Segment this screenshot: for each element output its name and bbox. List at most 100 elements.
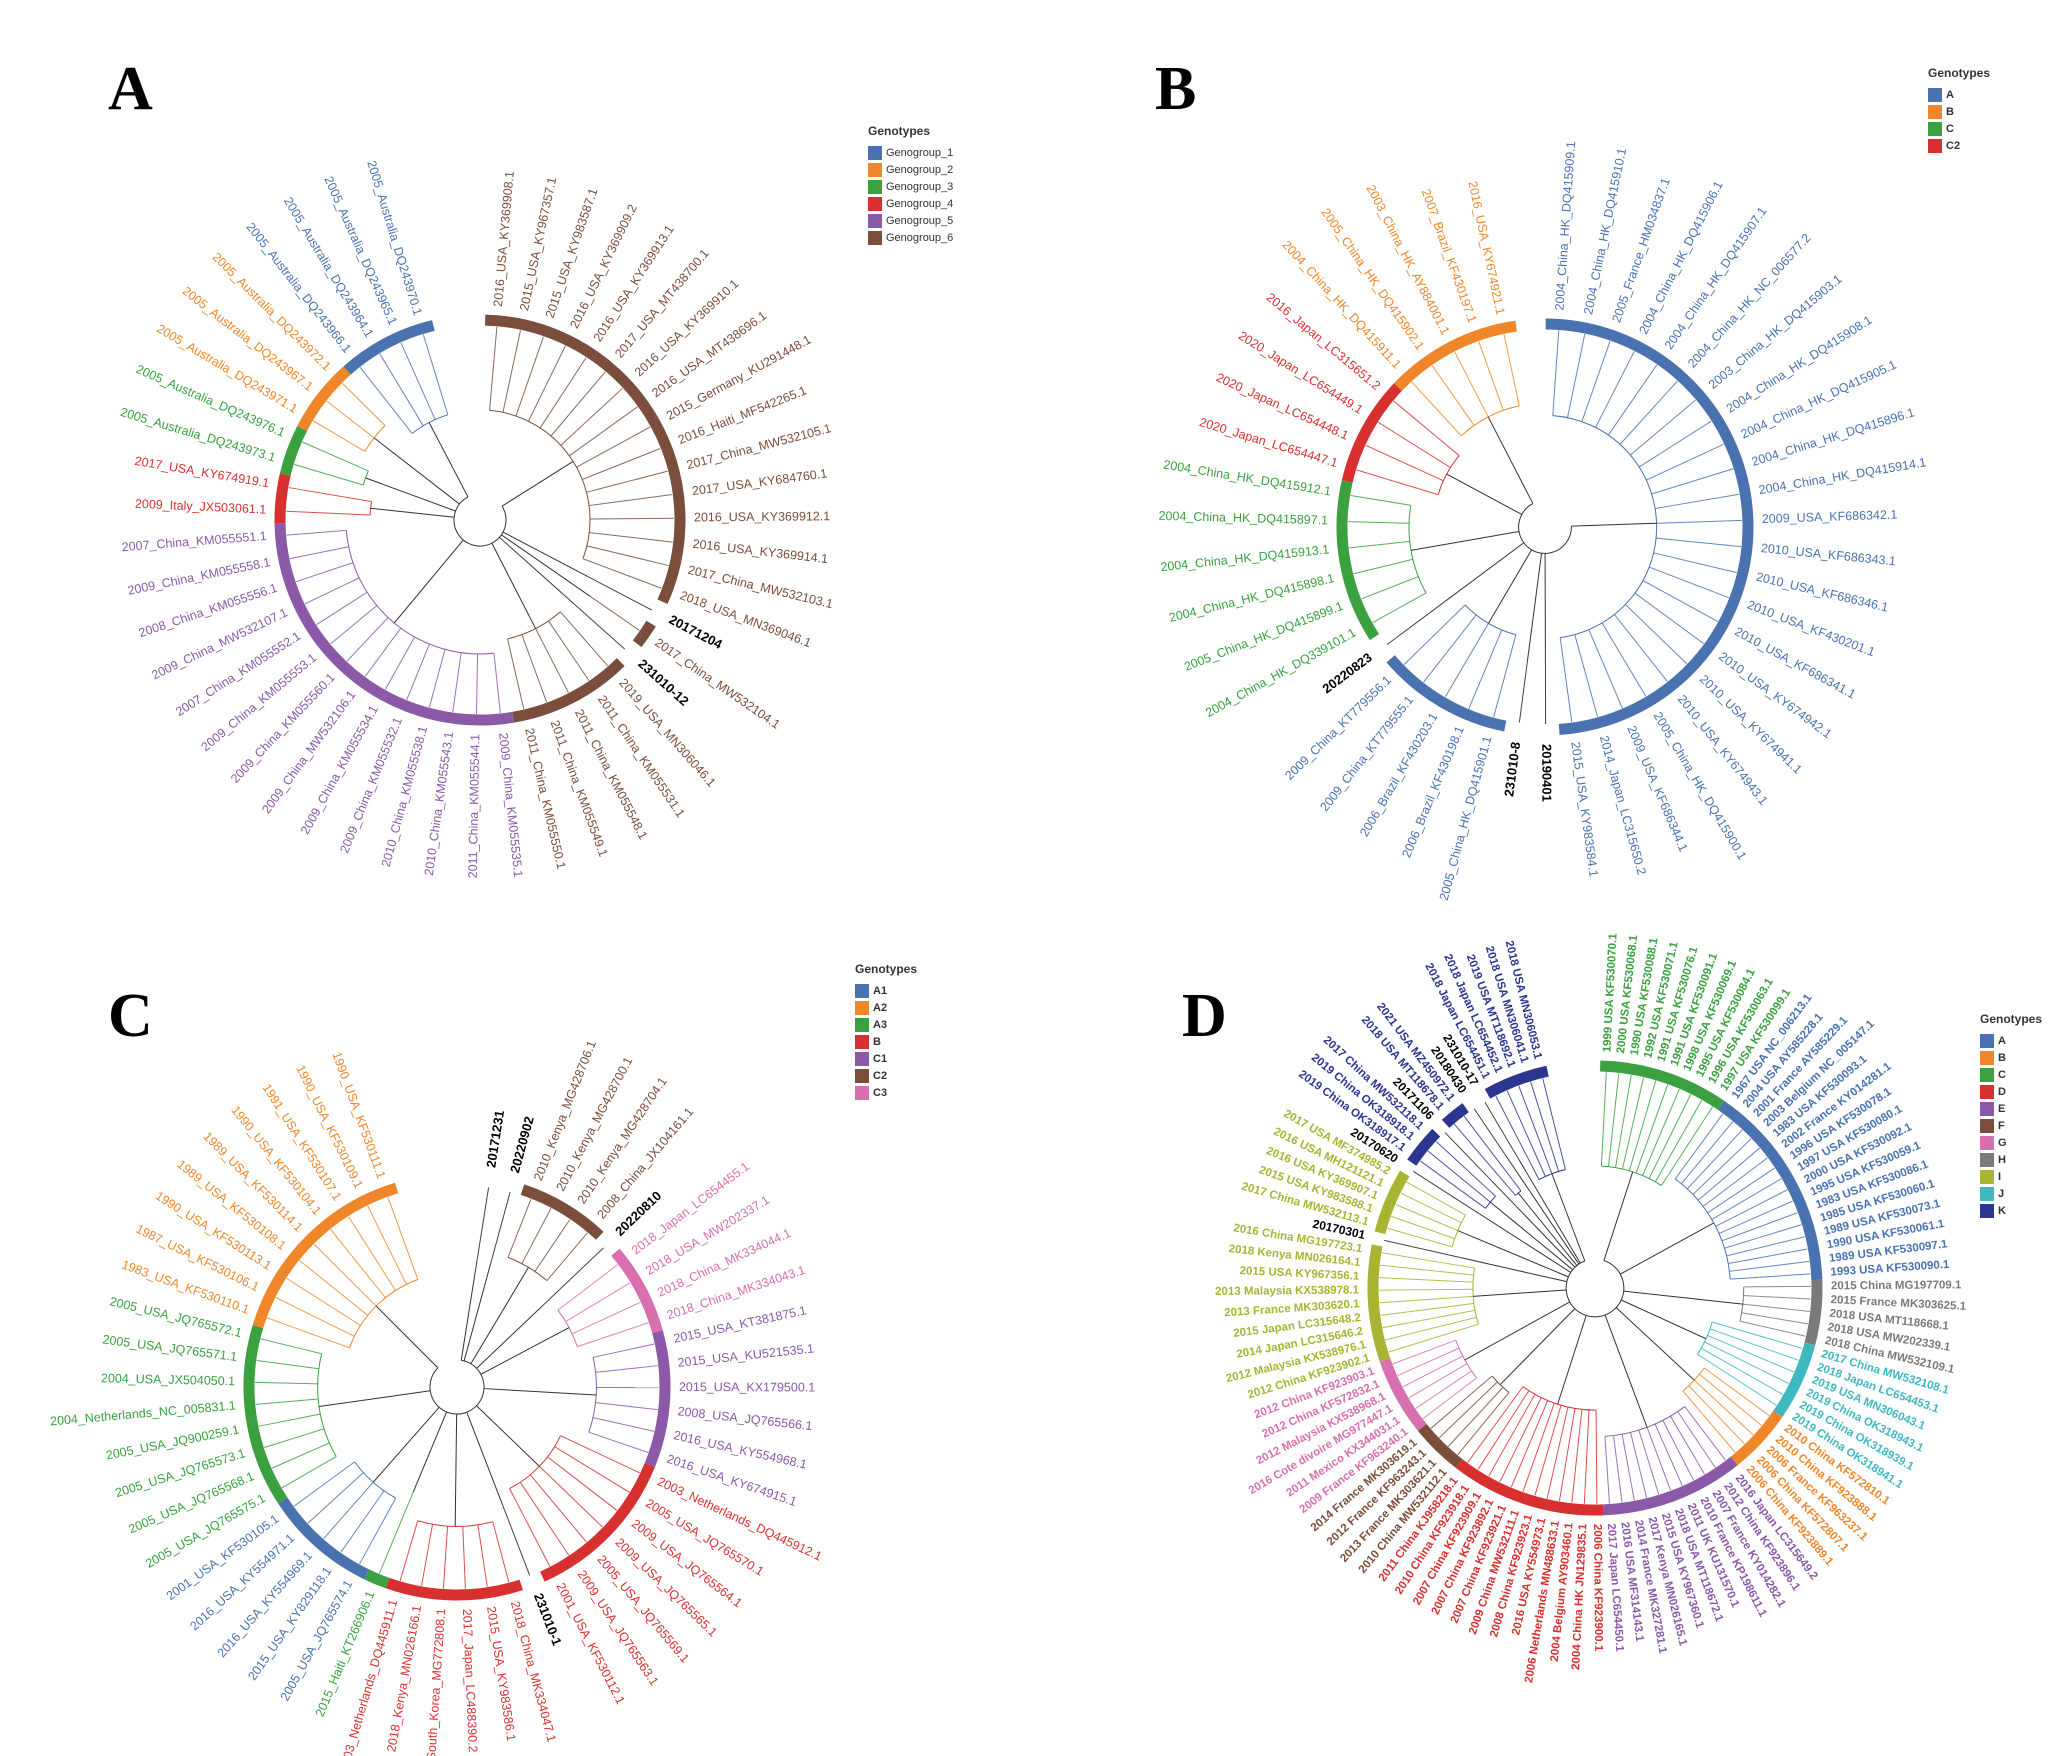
tree-branch bbox=[586, 1301, 641, 1328]
tree-branch bbox=[1395, 1204, 1444, 1225]
legend-label: C3 bbox=[873, 1086, 888, 1099]
tree-branch bbox=[1717, 1331, 1799, 1361]
genotype-ring-C2 bbox=[1341, 383, 1402, 483]
tree-branch bbox=[1607, 1158, 1610, 1167]
tree-branch bbox=[1406, 1181, 1466, 1216]
tree-branch bbox=[458, 652, 462, 669]
leaf-label: 2010_USA_KF686343.1 bbox=[1760, 541, 1896, 568]
tree-branch bbox=[1739, 1320, 1806, 1337]
tree-branch bbox=[1441, 1355, 1463, 1368]
tree-branch bbox=[421, 1524, 434, 1586]
tree-branch bbox=[520, 336, 544, 402]
tree-branch bbox=[521, 634, 531, 658]
tree-branch bbox=[1402, 1366, 1442, 1388]
tree-branch bbox=[330, 605, 378, 645]
tree-branch bbox=[1444, 1132, 1493, 1182]
internal-branch bbox=[393, 539, 464, 624]
tree-branch bbox=[1653, 552, 1662, 556]
tree-branch bbox=[586, 545, 603, 551]
tree-branch bbox=[1614, 1443, 1623, 1503]
tree-branch bbox=[1655, 505, 1671, 509]
tree-branch bbox=[1467, 1405, 1510, 1463]
internal-branch bbox=[1526, 553, 1543, 662]
tree-branch bbox=[1408, 1371, 1454, 1399]
leaf-label: 1990_USA_KF530111.1 bbox=[329, 1050, 388, 1180]
tree-branch bbox=[550, 429, 557, 437]
tree-branch bbox=[1388, 1323, 1479, 1353]
tree-branch bbox=[1541, 1168, 1546, 1177]
tree-branch bbox=[1546, 1406, 1569, 1499]
tree-branch bbox=[313, 1243, 377, 1307]
genotype-ring-I bbox=[1367, 1244, 1391, 1362]
tree-branch bbox=[438, 649, 446, 673]
legend-label: A1 bbox=[873, 984, 888, 997]
genotype-ring-D bbox=[1455, 1459, 1604, 1516]
tree-branch bbox=[1684, 1406, 1726, 1461]
tree-branch bbox=[1439, 1211, 1462, 1224]
genotype-ring-K bbox=[1441, 1103, 1469, 1128]
tree-branch bbox=[1446, 1235, 1455, 1240]
tree-branch bbox=[1350, 495, 1403, 505]
tree-branch bbox=[1605, 1452, 1610, 1504]
tree-branch bbox=[507, 638, 525, 710]
tree-branch bbox=[565, 1317, 573, 1323]
tree-branch bbox=[1385, 540, 1410, 545]
tree-branch bbox=[582, 476, 590, 480]
tree-branch bbox=[1751, 1295, 1811, 1300]
tree-branch bbox=[571, 1326, 587, 1335]
tree-branch bbox=[1386, 600, 1446, 646]
tree-branch bbox=[586, 487, 603, 493]
internal-branch bbox=[1491, 1180, 1576, 1268]
tree-branch bbox=[1530, 1081, 1552, 1149]
genotype-ring-H bbox=[1804, 1279, 1823, 1346]
internal-branch bbox=[1457, 1230, 1569, 1278]
tree-branch bbox=[492, 1521, 510, 1583]
internal-branch bbox=[1473, 1289, 1567, 1297]
legend-label: Genogroup_5 bbox=[886, 214, 954, 227]
tree-branch bbox=[1412, 1170, 1493, 1223]
tree-branch bbox=[462, 1542, 466, 1589]
leaf-label: 2015_USA_KU521535.1 bbox=[677, 1341, 815, 1369]
leaf-label: 2010_China_KM055543.1 bbox=[422, 731, 456, 877]
tree-branch bbox=[1692, 1177, 1711, 1195]
tree-branch bbox=[294, 463, 364, 486]
genotype-ring-Genogroup_5 bbox=[274, 523, 514, 726]
internal-branch bbox=[373, 437, 460, 505]
tree-branch bbox=[1678, 1429, 1705, 1475]
legend-swatch bbox=[855, 1034, 869, 1049]
tree-branch bbox=[1473, 1108, 1520, 1176]
legend-label: E bbox=[1998, 1102, 2006, 1115]
legend-label: A bbox=[1946, 88, 1954, 101]
tree-branch bbox=[1447, 1392, 1498, 1447]
tree-branch bbox=[1403, 604, 1466, 665]
tree-branch bbox=[1709, 1328, 1718, 1333]
tree-branch bbox=[330, 562, 354, 571]
panel-letter-d: D bbox=[1182, 982, 1227, 1050]
tree-branch bbox=[410, 636, 416, 645]
leaf-label: 2009_USA_KF686342.1 bbox=[1762, 508, 1898, 527]
tree-branch bbox=[406, 643, 430, 700]
genotype-ring-I bbox=[1374, 1170, 1410, 1235]
tree-branch bbox=[1353, 562, 1398, 575]
leaf-label: 2007_China_KM055551.1 bbox=[121, 529, 267, 554]
tree-branch bbox=[548, 620, 554, 628]
tree-branch bbox=[1670, 493, 1740, 507]
genotype-ring-G bbox=[1379, 1358, 1427, 1431]
legend-swatch bbox=[1928, 138, 1942, 153]
legend-swatch bbox=[1980, 1050, 1994, 1065]
genotype-ring-A bbox=[1386, 655, 1507, 732]
tree-branch bbox=[1663, 591, 1719, 622]
legend-swatch bbox=[855, 1017, 869, 1032]
tree-branch bbox=[1681, 1417, 1716, 1468]
genotype-ring-A1 bbox=[278, 1497, 370, 1580]
tree-branch bbox=[539, 1247, 604, 1309]
legend-swatch bbox=[855, 1085, 869, 1100]
legend-item: B bbox=[1980, 1049, 2042, 1066]
tree-branch bbox=[1654, 1100, 1703, 1183]
leaf-label: 2017_USA_KY674919.1 bbox=[134, 454, 271, 491]
tree-branch bbox=[1542, 1078, 1566, 1170]
tree-branch bbox=[515, 400, 522, 417]
root-arc bbox=[453, 496, 507, 547]
tree-branch bbox=[596, 1434, 649, 1453]
legend-label: B bbox=[1946, 105, 1954, 118]
